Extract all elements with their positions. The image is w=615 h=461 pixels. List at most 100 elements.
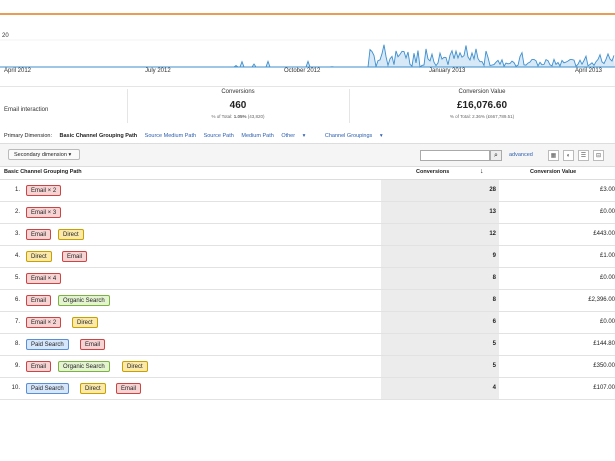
path-step-chip: Direct xyxy=(122,361,148,372)
conversions-cell: 8 xyxy=(492,297,496,303)
bar-view-icon[interactable]: ☰ xyxy=(578,150,589,161)
path-step-chip: Email xyxy=(116,383,142,394)
path-step-chip: Email xyxy=(80,339,106,350)
conversions-cell: 28 xyxy=(489,187,496,193)
conversion-value-cell: £107.00 xyxy=(593,385,615,391)
path-step-chip: Email × 2 xyxy=(26,317,62,328)
row-number: 9. xyxy=(14,363,20,369)
path-step-chip: Paid Search xyxy=(26,383,69,394)
grid-view-icon[interactable]: ▦ xyxy=(548,150,559,161)
path-step-chip: Email × 3 xyxy=(26,207,62,218)
conversions-cell: 8 xyxy=(492,275,496,281)
table-row[interactable]: 1. Email × 2 28 £3.00 xyxy=(0,180,615,202)
row-number: 1. xyxy=(14,187,20,193)
x-label-jul-2012: July 2012 xyxy=(145,68,171,74)
dimension-source-medium-path[interactable]: Source Medium Path xyxy=(144,133,197,139)
conversion-value-cell: £443.00 xyxy=(593,231,615,237)
path-step-chip: Direct xyxy=(80,383,106,394)
primary-dimension-bar: Primary Dimension: Basic Channel Groupin… xyxy=(4,133,395,139)
row-number: 5. xyxy=(14,275,20,281)
table-row[interactable]: 7. Email × 2 Direct 6 £0.00 xyxy=(0,312,615,334)
dimension-other-dropdown[interactable]: Other ▾ xyxy=(281,133,306,139)
path-step-chip: Organic Search xyxy=(58,361,110,372)
table-row[interactable]: 6. Email Organic Search 8 £2,396.00 xyxy=(0,290,615,312)
column-header-value[interactable]: Conversion Value xyxy=(530,169,577,175)
column-header-path[interactable]: Basic Channel Grouping Path xyxy=(4,169,82,175)
row-number: 8. xyxy=(14,341,20,347)
table-search-input[interactable] xyxy=(420,150,490,161)
path-step-chip: Email xyxy=(26,295,52,306)
advanced-filter-link[interactable]: advanced xyxy=(509,152,533,158)
segment-label: Email interaction xyxy=(4,107,49,113)
table-row[interactable]: 3. Email Direct 12 £443.00 xyxy=(0,224,615,246)
path-step-chip: Email xyxy=(62,251,88,262)
chevron-down-icon: ▾ xyxy=(302,133,306,139)
conversion-value-cell: £0.00 xyxy=(599,319,615,325)
table-row[interactable]: 2. Email × 3 13 £0.00 xyxy=(0,202,615,224)
table-row[interactable]: 5. Email × 4 8 £0.00 xyxy=(0,268,615,290)
path-step-chip: Direct xyxy=(72,317,98,328)
path-step-chip: Email × 2 xyxy=(26,185,62,196)
conversion-value-cell: £0.00 xyxy=(599,209,615,215)
conversions-cell: 12 xyxy=(489,231,496,237)
conversions-summary-label: Conversions xyxy=(221,89,255,95)
dimension-medium-path[interactable]: Medium Path xyxy=(241,133,274,139)
path-step-chip: Direct xyxy=(58,229,84,240)
sort-arrow-icon[interactable]: ↓ xyxy=(480,168,484,175)
conversion-value-cell: £0.00 xyxy=(599,275,615,281)
table-row[interactable]: 9. Email Organic Search Direct 5 £350.00 xyxy=(0,356,615,378)
path-step-chip: Direct xyxy=(26,251,52,262)
column-header-conversions[interactable]: Conversions xyxy=(416,169,450,175)
table-row[interactable]: 10. Paid Search Direct Email 4 £107.00 xyxy=(0,378,615,400)
summary-row: Email interaction Conversions 460 % of T… xyxy=(0,86,615,125)
conversions-cell: 4 xyxy=(492,385,496,391)
channel-groupings-dropdown[interactable]: Channel Groupings ▾ xyxy=(324,133,383,139)
path-step-chip: Organic Search xyxy=(58,295,110,306)
dimension-basic-channel-grouping-path[interactable]: Basic Channel Grouping Path xyxy=(59,133,138,139)
conversions-cell: 13 xyxy=(489,209,496,215)
secondary-dimension-dropdown[interactable]: Secondary dimension ▾ xyxy=(8,149,80,160)
conversion-value-summary-total: % of Total: 2.36% (£667,789.51) xyxy=(449,114,515,119)
x-label-apr-2013: April 2013 xyxy=(575,68,603,74)
row-number: 2. xyxy=(14,209,20,215)
table-header: Basic Channel Grouping Path Conversions … xyxy=(0,165,615,180)
pie-view-icon[interactable]: ◐ xyxy=(563,150,574,161)
trend-chart xyxy=(0,13,615,68)
trend-area xyxy=(0,44,615,67)
primary-dimension-label: Primary Dimension: xyxy=(4,133,52,139)
row-number: 7. xyxy=(14,319,20,325)
conversion-value-cell: £350.00 xyxy=(593,363,615,369)
row-number: 3. xyxy=(14,231,20,237)
conversion-value-cell: £2,396.00 xyxy=(588,297,615,303)
table-toolbar: Secondary dimension ▾ ⌕ advanced ▦ ◐ ☰ ⊟ xyxy=(0,143,615,167)
conversions-summary-total: % of Total: 1.05% (43,820) xyxy=(211,114,265,119)
path-step-chip: Email xyxy=(26,361,52,372)
conversions-summary: Conversions 460 % of Total: 1.05% (43,82… xyxy=(127,87,349,125)
comparison-view-icon[interactable]: ⊟ xyxy=(593,150,604,161)
path-step-chip: Paid Search xyxy=(26,339,69,350)
path-step-chip: Email × 4 xyxy=(26,273,62,284)
dimension-source-path[interactable]: Source Path xyxy=(203,133,234,139)
path-step-chip: Email xyxy=(26,229,52,240)
search-button[interactable]: ⌕ xyxy=(490,150,502,161)
row-number: 4. xyxy=(14,253,20,259)
table-row[interactable]: 4. Direct Email 9 £1.00 xyxy=(0,246,615,268)
conversions-summary-value: 460 xyxy=(229,100,247,111)
conversion-value-summary: Conversion Value £16,076.60 % of Total: … xyxy=(349,87,615,125)
table-row[interactable]: 8. Paid Search Email 5 £144.80 xyxy=(0,334,615,356)
conversion-value-summary-label: Conversion Value xyxy=(458,89,506,95)
chevron-down-icon: ▾ xyxy=(379,133,383,139)
conversions-cell: 9 xyxy=(492,253,496,259)
x-label-jan-2013: January 2013 xyxy=(429,68,466,74)
x-label-oct-2012: October 2012 xyxy=(284,68,321,74)
chevron-down-icon: ▾ xyxy=(68,152,72,158)
row-number: 10. xyxy=(11,385,20,391)
x-label-apr-2012: April 2012 xyxy=(4,68,32,74)
conversion-value-cell: £1.00 xyxy=(599,253,615,259)
conversion-value-cell: £144.80 xyxy=(593,341,615,347)
conversions-cell: 6 xyxy=(492,319,496,325)
conversion-value-summary-value: £16,076.60 xyxy=(456,100,508,111)
conversions-cell: 5 xyxy=(492,363,496,369)
conversions-cell: 5 xyxy=(492,341,496,347)
search-icon: ⌕ xyxy=(494,152,498,159)
